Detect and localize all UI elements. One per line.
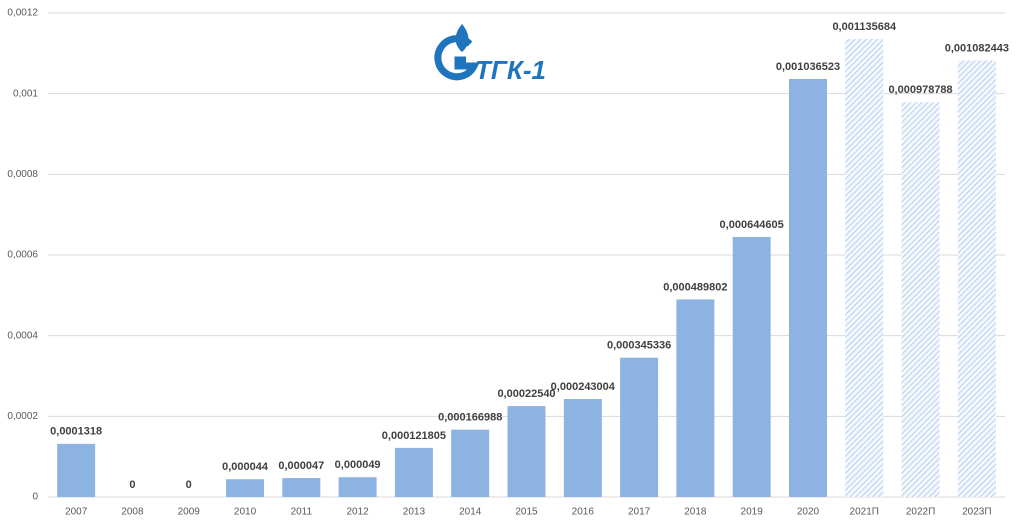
bar: [57, 443, 96, 497]
x-tick-label: 2008: [121, 507, 144, 518]
bar: [394, 447, 433, 497]
y-tick-label: 0: [32, 492, 38, 503]
bar: [451, 429, 490, 497]
value-label: 0,00022540: [497, 388, 555, 400]
x-tick-label: 2012: [346, 507, 369, 518]
x-tick-label: 2019: [741, 507, 764, 518]
y-tick-label: 0,0008: [7, 169, 38, 180]
x-tick-label: 2011: [291, 507, 313, 518]
x-tick-label: 2022П: [906, 507, 935, 518]
value-label: 0: [186, 479, 192, 491]
value-label: 0,001036523: [776, 61, 840, 73]
x-tick-label: 2018: [684, 507, 707, 518]
logo-text: ТГК-1: [475, 55, 546, 85]
bar: [507, 406, 546, 497]
bar: [788, 78, 827, 497]
bar: [282, 478, 321, 497]
value-label: 0,000345336: [607, 340, 671, 352]
x-tick-label: 2016: [572, 507, 595, 518]
x-tick-label: 2021П: [850, 507, 879, 518]
value-label: 0,001135684: [832, 21, 897, 33]
x-tick-label: 2010: [234, 507, 257, 518]
value-label: 0,0001318: [50, 426, 102, 438]
bar: [563, 398, 602, 497]
x-tick-label: 2009: [178, 507, 201, 518]
x-tick-label: 2013: [403, 507, 426, 518]
bar: [226, 479, 265, 497]
bar: [901, 102, 940, 498]
y-tick-label: 0,0006: [7, 250, 38, 261]
value-label: 0,001082443: [945, 42, 1009, 54]
bar: [845, 38, 884, 497]
y-tick-label: 0,0012: [7, 8, 38, 19]
value-label: 0,000044: [222, 461, 269, 473]
x-tick-label: 2014: [459, 507, 482, 518]
bar: [732, 237, 771, 497]
value-label: 0,000978788: [888, 84, 952, 96]
logo-icon: [434, 35, 480, 81]
logo: ТГК-1: [434, 24, 546, 85]
y-tick-label: 0,001: [13, 88, 38, 99]
y-tick-label: 0,0002: [7, 411, 38, 422]
x-tick-label: 2015: [515, 507, 538, 518]
value-label: 0,000049: [335, 459, 381, 471]
value-label: 0: [129, 479, 135, 491]
bar: [676, 299, 715, 497]
logo-flame: [455, 24, 469, 52]
bar: [338, 477, 377, 497]
value-label: 0,000489802: [663, 281, 727, 293]
x-tick-label: 2017: [628, 507, 651, 518]
x-tick-label: 2020: [797, 507, 820, 518]
x-tick-label: 2023П: [962, 507, 991, 518]
value-label: 0,000243004: [551, 381, 616, 393]
bar: [957, 60, 996, 497]
value-label: 0,000644605: [720, 219, 784, 231]
value-label: 0,000121805: [382, 430, 446, 442]
x-tick-label: 2007: [65, 507, 88, 518]
value-label: 0,000166988: [438, 412, 502, 424]
y-tick-label: 0,0004: [7, 330, 38, 341]
value-label: 0,000047: [278, 460, 324, 472]
bar: [620, 357, 659, 497]
